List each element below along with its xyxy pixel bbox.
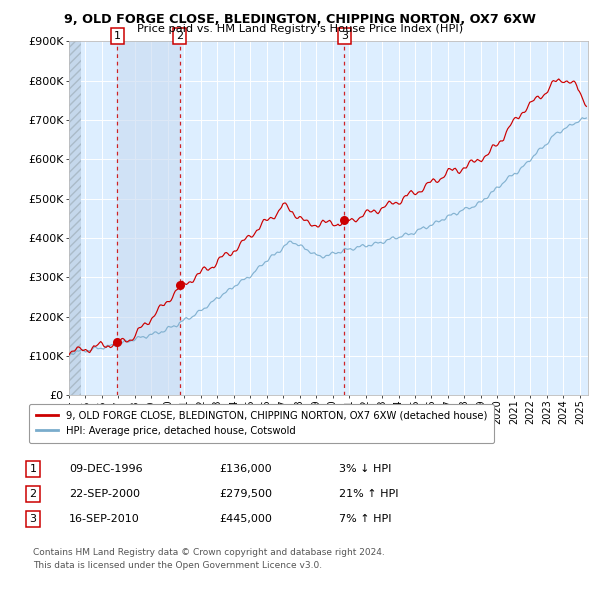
Text: 16-SEP-2010: 16-SEP-2010 [69, 514, 140, 524]
Text: 3: 3 [29, 514, 37, 524]
Text: 9, OLD FORGE CLOSE, BLEDINGTON, CHIPPING NORTON, OX7 6XW: 9, OLD FORGE CLOSE, BLEDINGTON, CHIPPING… [64, 13, 536, 26]
Text: 7% ↑ HPI: 7% ↑ HPI [339, 514, 391, 524]
Text: 1: 1 [114, 31, 121, 41]
Text: 3: 3 [341, 31, 348, 41]
Text: 2: 2 [176, 31, 183, 41]
Text: 1: 1 [29, 464, 37, 474]
Text: Price paid vs. HM Land Registry's House Price Index (HPI): Price paid vs. HM Land Registry's House … [137, 24, 463, 34]
Text: £279,500: £279,500 [219, 489, 272, 499]
Legend: 9, OLD FORGE CLOSE, BLEDINGTON, CHIPPING NORTON, OX7 6XW (detached house), HPI: : 9, OLD FORGE CLOSE, BLEDINGTON, CHIPPING… [29, 404, 494, 443]
Text: This data is licensed under the Open Government Licence v3.0.: This data is licensed under the Open Gov… [33, 560, 322, 570]
Text: 09-DEC-1996: 09-DEC-1996 [69, 464, 143, 474]
Bar [69, 41, 82, 395]
Bar [118, 41, 180, 395]
Text: Contains HM Land Registry data © Crown copyright and database right 2024.: Contains HM Land Registry data © Crown c… [33, 548, 385, 558]
Text: 3% ↓ HPI: 3% ↓ HPI [339, 464, 391, 474]
Text: 21% ↑ HPI: 21% ↑ HPI [339, 489, 398, 499]
Text: 2: 2 [29, 489, 37, 499]
Text: £136,000: £136,000 [219, 464, 272, 474]
Text: £445,000: £445,000 [219, 514, 272, 524]
Text: 22-SEP-2000: 22-SEP-2000 [69, 489, 140, 499]
